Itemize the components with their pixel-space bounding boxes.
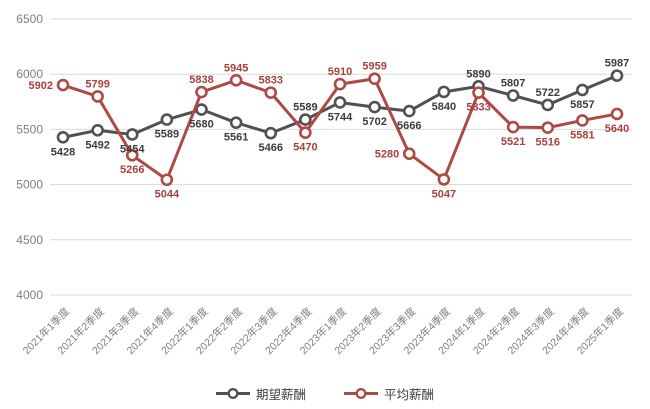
average-salary-marker xyxy=(91,90,104,103)
expected-salary-value-label: 5840 xyxy=(432,101,456,113)
expected-salary-value-label: 5807 xyxy=(501,78,525,90)
average-salary-marker xyxy=(264,86,278,99)
y-axis-tick-label: 4000 xyxy=(16,288,43,302)
y-axis-tick-label: 4500 xyxy=(16,233,43,247)
expected-salary-marker xyxy=(402,104,416,118)
average-salary-marker xyxy=(160,173,174,187)
average-salary-value-label: 5640 xyxy=(605,123,629,135)
average-salary-value-label: 5266 xyxy=(120,164,144,176)
expected-salary-value-label: 5589 xyxy=(293,102,317,114)
expected-salary-marker xyxy=(264,126,278,140)
expected-salary-value-label: 5454 xyxy=(120,143,145,155)
average-salary-value-label: 5581 xyxy=(570,129,594,141)
y-axis-tick-label: 5000 xyxy=(16,178,43,192)
average-salary-marker xyxy=(610,107,624,121)
expected-salary-marker xyxy=(368,100,381,114)
average-salary-value-label: 5521 xyxy=(501,136,525,148)
expected-salary-marker xyxy=(437,85,451,99)
average-salary-value-label: 5833 xyxy=(466,102,490,114)
chart-legend: 期望薪酬 平均薪酬 xyxy=(0,384,650,403)
expected-salary-value-label: 5722 xyxy=(536,87,560,99)
average-salary-value-label: 5959 xyxy=(362,61,386,73)
expected-salary-marker xyxy=(56,131,70,144)
average-salary-marker xyxy=(299,126,312,140)
average-salary-value-label: 5910 xyxy=(328,66,352,78)
expected-salary-value-label: 5987 xyxy=(605,58,629,70)
expected-salary-marker xyxy=(299,113,312,126)
expected-salary-marker xyxy=(125,128,139,141)
average-salary-value-label: 5044 xyxy=(155,189,180,201)
legend-item-expected-salary: 期望薪酬 xyxy=(215,384,306,403)
expected-salary-marker xyxy=(576,83,589,97)
expected-salary-marker xyxy=(541,98,555,112)
average-salary-value-label: 5470 xyxy=(293,142,317,154)
legend-circle-icon xyxy=(355,387,367,400)
expected-salary-value-label: 5466 xyxy=(259,142,283,154)
average-salary-marker xyxy=(333,77,347,91)
expected-salary-value-label: 5666 xyxy=(397,120,421,132)
average-salary-marker xyxy=(402,147,416,160)
average-salary-marker xyxy=(472,86,485,99)
average-salary-marker xyxy=(229,73,243,87)
expected-salary-value-label: 5428 xyxy=(51,146,75,158)
average-salary-value-label: 5833 xyxy=(259,75,283,87)
average-salary-value-label: 5047 xyxy=(432,188,456,200)
y-axis-tick-label: 6500 xyxy=(16,12,43,26)
expected-salary-value-label: 5492 xyxy=(85,139,109,151)
average-salary-marker xyxy=(368,72,381,86)
average-salary-marker xyxy=(506,120,520,134)
average-salary-value-label: 5945 xyxy=(224,62,248,74)
legend-circle-icon xyxy=(227,387,239,400)
expected-salary-value-label: 5857 xyxy=(570,99,594,111)
average-salary-marker xyxy=(576,114,589,127)
average-salary-value-label: 5516 xyxy=(536,137,560,149)
expected-salary-marker xyxy=(91,123,104,137)
expected-salary-marker xyxy=(333,96,347,109)
y-axis-tick-label: 5500 xyxy=(16,122,43,136)
legend-item-average-salary: 平均薪酬 xyxy=(344,384,434,403)
expected-salary-marker xyxy=(160,113,174,126)
expected-salary-value-label: 5890 xyxy=(466,68,490,80)
y-axis-tick-label: 6000 xyxy=(16,67,43,81)
average-salary-value-label: 5838 xyxy=(189,74,213,86)
legend-expected-salary-marker-icon xyxy=(215,387,250,400)
expected-salary-value-label: 5680 xyxy=(189,119,213,131)
average-salary-value-label: 5902 xyxy=(29,80,53,92)
salary-trend-chart: 6500600055005000450040002021年1季度2021年2季度… xyxy=(16,12,632,357)
expected-salary-marker xyxy=(229,116,243,129)
legend-label-average-salary: 平均薪酬 xyxy=(384,388,435,402)
expected-salary-marker xyxy=(195,103,208,116)
legend-average-salary-marker-icon xyxy=(344,387,378,400)
expected-salary-marker xyxy=(610,69,624,82)
expected-salary-value-label: 5589 xyxy=(155,129,179,141)
average-salary-marker xyxy=(437,173,451,186)
average-salary-marker xyxy=(56,78,70,92)
average-salary-marker xyxy=(195,85,208,99)
average-salary-value-label: 5799 xyxy=(85,78,109,90)
expected-salary-marker xyxy=(506,89,520,102)
expected-salary-value-label: 5744 xyxy=(328,111,353,123)
average-salary-value-label: 5280 xyxy=(375,149,399,161)
expected-salary-value-label: 5561 xyxy=(224,132,248,144)
average-salary-marker xyxy=(541,121,555,134)
legend-label-expected-salary: 期望薪酬 xyxy=(255,388,306,402)
average-salary-marker xyxy=(125,148,139,162)
expected-salary-value-label: 5702 xyxy=(362,116,386,128)
